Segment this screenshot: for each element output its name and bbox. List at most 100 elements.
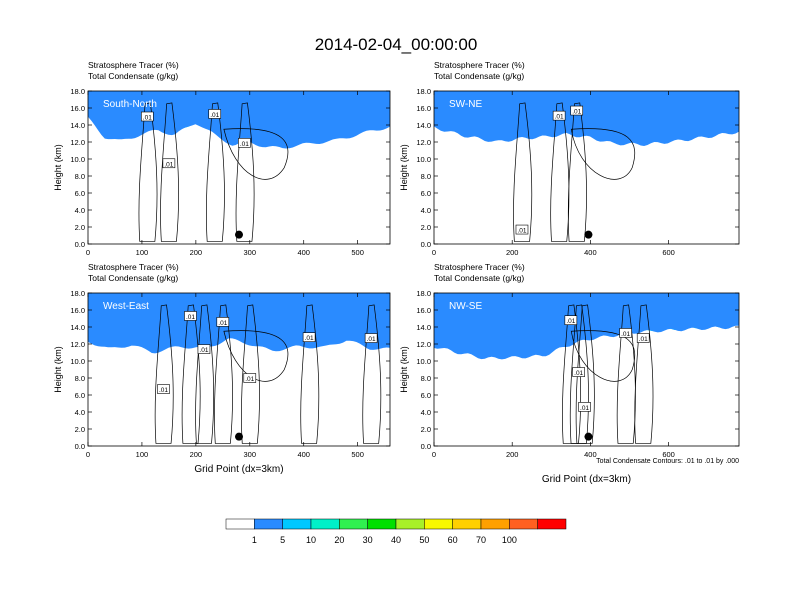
y-tick-label: 0.0 <box>75 442 85 451</box>
tracer-band-1 <box>434 293 739 360</box>
contour-label-box <box>157 384 170 394</box>
colorbar-swatch-1 <box>254 518 283 530</box>
panel-line1: Stratosphere Tracer (%) <box>88 262 179 272</box>
panel-label: South-North <box>103 99 157 110</box>
contour-label-box <box>243 373 257 383</box>
y-tick-label: 12.0 <box>416 340 431 349</box>
plot-frame <box>433 292 740 447</box>
contour-footnote: Total Condensate Contours: .01 to .01 by… <box>596 458 739 465</box>
y-tick-label: 4.0 <box>75 408 85 417</box>
contour-5 <box>300 304 320 444</box>
contour-label: .01 <box>164 161 173 168</box>
contour-2 <box>195 304 215 444</box>
contour-label: .01 <box>621 331 630 338</box>
colorbar-swatch-9 <box>480 518 510 530</box>
colorbar-label: 30 <box>363 535 373 545</box>
panel-line2: Total Condensate (g/kg) <box>88 273 178 283</box>
panels: .01 .01 .01 .01 South-North 0.0 2.0 4.0 6.0 8.0 10… <box>53 60 740 485</box>
y-tick-label: 8.0 <box>75 172 85 181</box>
contour-label: .01 <box>240 141 249 148</box>
contour-1 <box>206 102 225 242</box>
contour-label-box <box>238 138 251 148</box>
y-tick-label: 4.0 <box>75 206 85 215</box>
contour-1 <box>214 304 233 444</box>
colorbar-label: 20 <box>334 535 344 545</box>
contour-label: .01 <box>639 336 648 343</box>
y-tick-label: 16.0 <box>70 306 85 315</box>
plot-frame <box>87 292 391 447</box>
panel-label: NW-SE <box>449 301 482 312</box>
panel-line1: Stratosphere Tracer (%) <box>88 60 179 70</box>
y-tick-label: 6.0 <box>75 391 85 400</box>
colorbar-swatch-6 <box>395 518 425 530</box>
y-tick-label: 6.0 <box>421 391 431 400</box>
y-axis-label: Height (km) <box>399 346 409 393</box>
colorbar-swatch-7 <box>424 518 453 530</box>
condensate-contours <box>513 102 636 242</box>
contour-label: .01 <box>245 376 254 383</box>
y-tick-label: 10.0 <box>70 155 85 164</box>
x-tick-label: 0 <box>86 248 90 257</box>
colorbar-label: 10 <box>306 535 316 545</box>
x-tick-label: 500 <box>351 248 364 257</box>
y-tick-label: 12.0 <box>416 138 431 147</box>
panel-line2: Total Condensate (g/kg) <box>88 71 178 81</box>
colorbar-swatch-0 <box>225 518 255 530</box>
contour-label: .01 <box>159 387 168 394</box>
contour-label-box <box>578 402 591 412</box>
x-axis-label: Grid Point (dx=3km) <box>542 474 631 485</box>
colorbar-swatch-4 <box>339 518 368 530</box>
contour-label: .01 <box>199 347 208 354</box>
contour-label: .01 <box>218 320 227 327</box>
x-axis-label: Grid Point (dx=3km) <box>194 464 283 475</box>
contour-label: .01 <box>580 405 589 412</box>
x-tick-label: 500 <box>351 450 364 459</box>
contour-label-box <box>564 315 578 326</box>
y-tick-label: 10.0 <box>416 155 431 164</box>
y-tick-label: 16.0 <box>416 306 431 315</box>
contour-anvil <box>223 330 289 382</box>
colorbar-swatch-10 <box>509 518 538 530</box>
contour-6 <box>362 304 382 444</box>
contour-1 <box>567 102 587 242</box>
colorbar-label: 1 <box>252 535 257 545</box>
contour-label: .01 <box>210 112 219 119</box>
y-tick-label: 8.0 <box>421 374 431 383</box>
colorbar-swatch-3 <box>310 518 340 530</box>
contour-label-box <box>197 344 211 354</box>
contour-label: .01 <box>517 228 526 235</box>
contour-2 <box>575 304 595 444</box>
contour-anvil <box>223 128 289 180</box>
y-tick-label: 10.0 <box>70 357 85 366</box>
tracer-band-1 <box>88 91 390 149</box>
y-tick-label: 0.0 <box>421 240 431 249</box>
location-marker <box>584 230 593 239</box>
x-tick-label: 0 <box>86 450 90 459</box>
y-tick-label: 2.0 <box>421 425 431 434</box>
contour-4 <box>634 304 654 444</box>
panel-line1: Stratosphere Tracer (%) <box>434 262 525 272</box>
contour-label-box <box>552 110 566 121</box>
x-tick-label: 400 <box>584 450 597 459</box>
y-tick-label: 18.0 <box>70 87 85 96</box>
y-axis-label: Height (km) <box>53 144 63 191</box>
contour-2 <box>160 102 179 242</box>
contour-0 <box>181 304 201 444</box>
contour-3 <box>235 102 255 242</box>
y-tick-label: 12.0 <box>70 340 85 349</box>
contour-label: .01 <box>143 115 152 122</box>
plot-frame <box>87 90 391 245</box>
panel-label: West-East <box>103 301 149 312</box>
contour-label-box <box>208 109 222 119</box>
contour-label-box <box>141 111 154 122</box>
colorbar-label: 50 <box>419 535 429 545</box>
colorbar-label: 40 <box>391 535 401 545</box>
panel-line2: Total Condensate (g/kg) <box>434 71 524 81</box>
contour-label: .01 <box>574 370 583 377</box>
y-tick-label: 10.0 <box>416 357 431 366</box>
contour-label-box <box>364 333 378 343</box>
figure-title: 2014-02-04_00:00:00 <box>315 35 478 54</box>
condensate-contours <box>138 102 289 242</box>
colorbar-label: 60 <box>448 535 458 545</box>
